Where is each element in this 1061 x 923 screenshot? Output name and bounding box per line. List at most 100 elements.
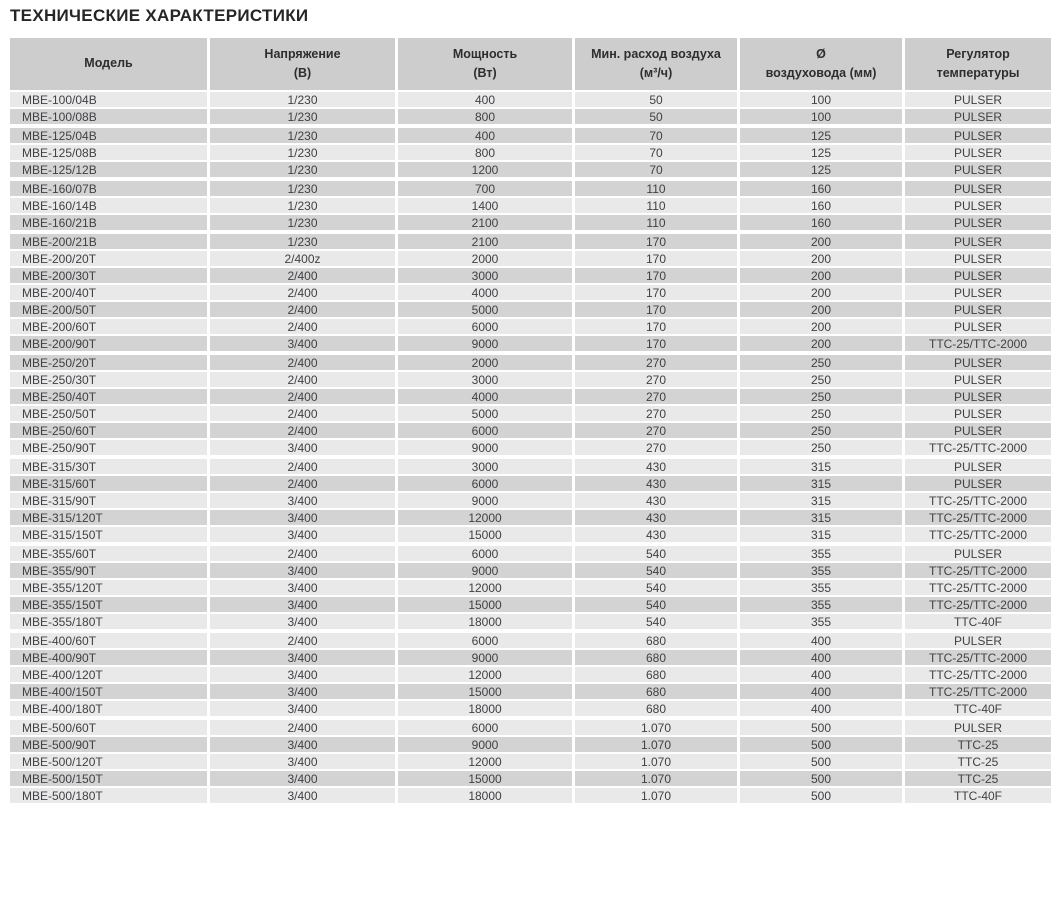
cell-voltage: 2/400 — [210, 355, 395, 370]
cell-regulator: PULSER — [905, 234, 1051, 249]
cell-power: 15000 — [398, 597, 572, 612]
cell-diameter: 400 — [740, 701, 902, 716]
cell-regulator: PULSER — [905, 181, 1051, 196]
cell-model: MBE-200/40T — [10, 285, 207, 300]
cell-voltage: 2/400 — [210, 633, 395, 648]
table-row: MBE-500/90T 3/400 9000 1.070 500 TTC-25 — [10, 737, 1051, 752]
cell-model: MBE-160/21B — [10, 215, 207, 230]
cell-power: 3000 — [398, 459, 572, 474]
cell-diameter: 400 — [740, 684, 902, 699]
cell-voltage: 3/400 — [210, 440, 395, 455]
column-header-regulator: Регулятор температуры — [905, 38, 1051, 90]
cell-voltage: 1/230 — [210, 162, 395, 177]
cell-model: MBE-355/90T — [10, 563, 207, 578]
cell-power: 12000 — [398, 667, 572, 682]
cell-diameter: 355 — [740, 614, 902, 629]
cell-voltage: 3/400 — [210, 563, 395, 578]
cell-voltage: 3/400 — [210, 493, 395, 508]
page-title: ТЕХНИЧЕСКИЕ ХАРАКТЕРИСТИКИ — [10, 6, 309, 25]
cell-regulator: PULSER — [905, 251, 1051, 266]
cell-model: MBE-315/120T — [10, 510, 207, 525]
cell-regulator: TTC-25/TTC-2000 — [905, 510, 1051, 525]
cell-voltage: 3/400 — [210, 597, 395, 612]
cell-regulator: PULSER — [905, 302, 1051, 317]
cell-airflow: 270 — [575, 440, 737, 455]
cell-regulator: TTC-40F — [905, 788, 1051, 803]
cell-model: MBE-200/60T — [10, 319, 207, 334]
cell-voltage: 2/400 — [210, 319, 395, 334]
cell-power: 18000 — [398, 788, 572, 803]
table-row: MBE-250/60T 2/400 6000 270 250 PULSER — [10, 423, 1051, 438]
cell-airflow: 430 — [575, 459, 737, 474]
cell-diameter: 250 — [740, 440, 902, 455]
cell-power: 3000 — [398, 372, 572, 387]
cell-voltage: 2/400 — [210, 720, 395, 735]
cell-airflow: 680 — [575, 667, 737, 682]
cell-voltage: 1/230 — [210, 181, 395, 196]
cell-power: 6000 — [398, 319, 572, 334]
cell-model: MBE-400/60T — [10, 633, 207, 648]
cell-model: MBE-355/150T — [10, 597, 207, 612]
cell-regulator: PULSER — [905, 546, 1051, 561]
model-group: MBE-125/04B 1/230 400 70 125 PULSER MBE-125/08… — [10, 128, 1051, 177]
cell-airflow: 50 — [575, 92, 737, 107]
cell-airflow: 430 — [575, 510, 737, 525]
cell-power: 15000 — [398, 684, 572, 699]
cell-diameter: 200 — [740, 268, 902, 283]
cell-power: 12000 — [398, 510, 572, 525]
table-row: MBE-250/30T 2/400 3000 270 250 PULSER — [10, 372, 1051, 387]
cell-diameter: 200 — [740, 336, 902, 351]
cell-voltage: 2/400 — [210, 285, 395, 300]
cell-model: MBE-315/150T — [10, 527, 207, 542]
cell-airflow: 270 — [575, 423, 737, 438]
cell-diameter: 400 — [740, 633, 902, 648]
cell-regulator: PULSER — [905, 389, 1051, 404]
cell-power: 2000 — [398, 355, 572, 370]
cell-power: 4000 — [398, 389, 572, 404]
table-row: MBE-315/60T 2/400 6000 430 315 PULSER — [10, 476, 1051, 491]
cell-model: MBE-315/60T — [10, 476, 207, 491]
table-row: MBE-100/08B 1/230 800 50 100 PULSER — [10, 109, 1051, 124]
cell-regulator: PULSER — [905, 406, 1051, 421]
cell-diameter: 400 — [740, 667, 902, 682]
table-body: MBE-100/04B 1/230 400 50 100 PULSER MBE-100/08… — [10, 92, 1051, 803]
cell-regulator: TTC-25/TTC-2000 — [905, 527, 1051, 542]
cell-voltage: 3/400 — [210, 650, 395, 665]
cell-diameter: 160 — [740, 215, 902, 230]
model-group: MBE-355/60T 2/400 6000 540 355 PULSER MBE-355/… — [10, 546, 1051, 629]
cell-power: 6000 — [398, 546, 572, 561]
cell-airflow: 680 — [575, 633, 737, 648]
table-row: MBE-400/90T 3/400 9000 680 400 TTC-25/TTC-200… — [10, 650, 1051, 665]
cell-diameter: 315 — [740, 527, 902, 542]
column-header-power: Мощность (Вт) — [398, 38, 572, 90]
cell-voltage: 1/230 — [210, 234, 395, 249]
table-row: MBE-160/07B 1/230 700 110 160 PULSER — [10, 181, 1051, 196]
cell-airflow: 170 — [575, 234, 737, 249]
cell-power: 12000 — [398, 580, 572, 595]
cell-diameter: 200 — [740, 302, 902, 317]
cell-regulator: TTC-25/TTC-2000 — [905, 440, 1051, 455]
cell-airflow: 430 — [575, 527, 737, 542]
cell-diameter: 100 — [740, 109, 902, 124]
cell-airflow: 540 — [575, 563, 737, 578]
cell-voltage: 3/400 — [210, 684, 395, 699]
table-row: MBE-400/60T 2/400 6000 680 400 PULSER — [10, 633, 1051, 648]
cell-power: 6000 — [398, 633, 572, 648]
cell-airflow: 1.070 — [575, 720, 737, 735]
cell-regulator: PULSER — [905, 372, 1051, 387]
cell-power: 9000 — [398, 737, 572, 752]
table-row: MBE-315/120T 3/400 12000 430 315 TTC-25/TTC-2… — [10, 510, 1051, 525]
cell-model: MBE-250/50T — [10, 406, 207, 421]
cell-diameter: 500 — [740, 720, 902, 735]
cell-diameter: 315 — [740, 493, 902, 508]
table-row: MBE-200/40T 2/400 4000 170 200 PULSER — [10, 285, 1051, 300]
cell-power: 2100 — [398, 234, 572, 249]
cell-diameter: 315 — [740, 476, 902, 491]
cell-regulator: TTC-25/TTC-2000 — [905, 563, 1051, 578]
cell-model: MBE-355/60T — [10, 546, 207, 561]
cell-model: MBE-250/20T — [10, 355, 207, 370]
cell-power: 800 — [398, 145, 572, 160]
table-row: MBE-400/150T 3/400 15000 680 400 TTC-25/TTC-2… — [10, 684, 1051, 699]
cell-voltage: 1/230 — [210, 215, 395, 230]
cell-power: 2100 — [398, 215, 572, 230]
